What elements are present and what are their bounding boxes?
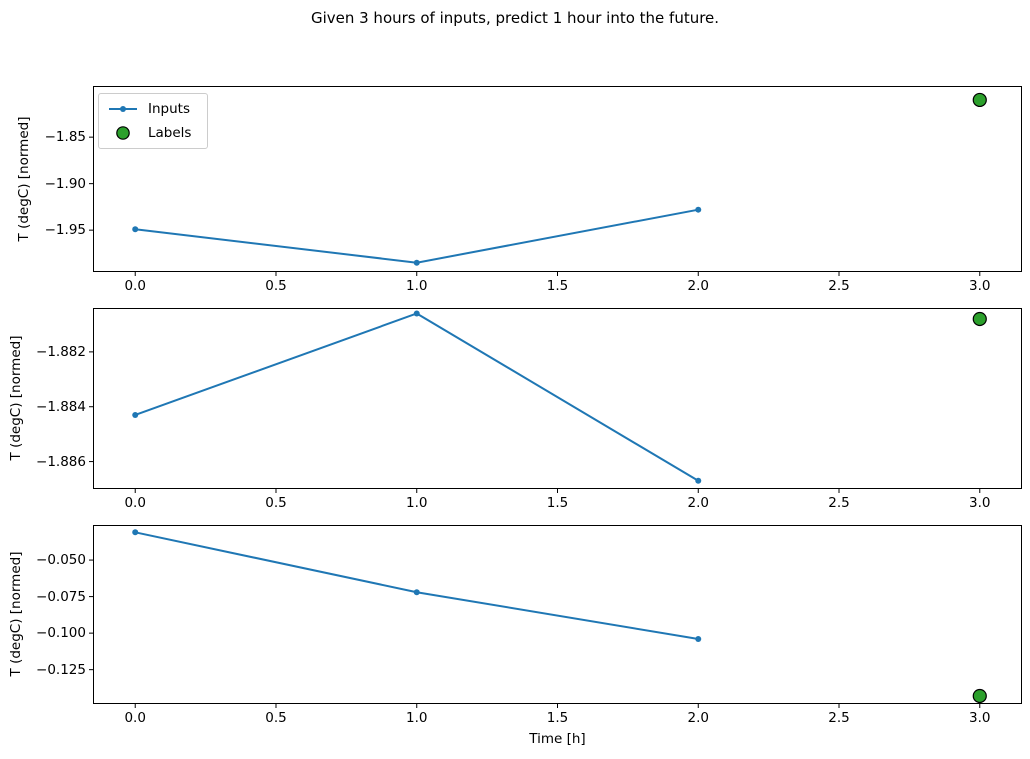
subplot-3-canvas bbox=[89, 525, 1022, 708]
y-tick-label: −1.95 bbox=[44, 222, 86, 239]
subplot-2-canvas bbox=[89, 308, 1022, 493]
x-tick-label: 1.0 bbox=[405, 278, 428, 294]
labels-dot-icon bbox=[116, 126, 130, 140]
x-tick-label: 0.0 bbox=[124, 278, 146, 294]
x-tick-label: 0.0 bbox=[124, 495, 146, 511]
legend-line-marker bbox=[120, 106, 126, 112]
x-tick-label: 1.0 bbox=[405, 495, 428, 511]
legend-entry-inputs: Inputs bbox=[107, 99, 191, 119]
y-tick-label: −1.884 bbox=[36, 398, 86, 415]
legend-label-labels: Labels bbox=[148, 125, 192, 141]
inputs-point bbox=[695, 477, 702, 484]
legend: Inputs Labels bbox=[98, 93, 209, 149]
x-tick-label: 2.0 bbox=[687, 710, 709, 726]
x-axis-label: Time [h] bbox=[529, 731, 586, 747]
x-tick-label: 3.0 bbox=[969, 495, 991, 511]
inputs-line bbox=[135, 208, 699, 264]
y-tick-label: −1.882 bbox=[36, 343, 86, 360]
axes-frame bbox=[93, 86, 1022, 272]
x-tick-label: 2.5 bbox=[828, 495, 850, 511]
inputs-point bbox=[132, 529, 139, 536]
inputs-point bbox=[413, 259, 420, 266]
inputs-line-icon bbox=[109, 106, 137, 112]
inputs-point bbox=[132, 226, 139, 233]
x-tick-label: 1.5 bbox=[546, 278, 569, 294]
y-tick-label: −0.075 bbox=[36, 588, 86, 605]
x-tick-label: 2.0 bbox=[687, 495, 709, 511]
x-tick-label: 2.0 bbox=[687, 278, 709, 294]
subplot-1-canvas bbox=[89, 86, 1022, 276]
x-tick-label: 0.5 bbox=[265, 495, 287, 511]
inputs-point bbox=[695, 635, 702, 642]
y-tick-label: −1.886 bbox=[36, 453, 86, 470]
legend-entry-labels: Labels bbox=[107, 123, 191, 143]
x-tick-label: 0.0 bbox=[124, 710, 146, 726]
axes-frame bbox=[93, 308, 1022, 489]
y-tick-label: −0.050 bbox=[36, 552, 86, 569]
y-tick-label: −0.100 bbox=[36, 625, 86, 642]
labels-point bbox=[972, 92, 987, 108]
x-tick-label: 1.5 bbox=[546, 710, 569, 726]
labels-point bbox=[972, 688, 987, 704]
inputs-point bbox=[413, 310, 420, 317]
x-tick-label: 3.0 bbox=[969, 278, 991, 294]
y-tick-label: −1.85 bbox=[44, 129, 86, 146]
legend-dot-sample bbox=[116, 126, 130, 140]
inputs-point bbox=[695, 206, 702, 213]
y-tick-label: −0.125 bbox=[36, 661, 86, 678]
x-tick-label: 3.0 bbox=[969, 710, 991, 726]
x-tick-label: 1.0 bbox=[405, 710, 428, 726]
inputs-line bbox=[134, 312, 699, 482]
inputs-point bbox=[132, 411, 139, 418]
x-tick-label: 2.5 bbox=[828, 278, 850, 294]
x-tick-label: 2.5 bbox=[828, 710, 850, 726]
inputs-line bbox=[135, 531, 699, 640]
y-tick-label: −1.90 bbox=[44, 175, 86, 192]
x-tick-label: 1.5 bbox=[546, 495, 569, 511]
x-tick-label: 0.5 bbox=[265, 278, 287, 294]
axes-frame bbox=[93, 525, 1022, 704]
x-tick-label: 0.5 bbox=[265, 710, 287, 726]
inputs-point bbox=[413, 589, 420, 596]
figure-title: Given 3 hours of inputs, predict 1 hour … bbox=[310, 9, 720, 27]
labels-point bbox=[972, 311, 987, 327]
legend-label-inputs: Inputs bbox=[148, 101, 190, 117]
